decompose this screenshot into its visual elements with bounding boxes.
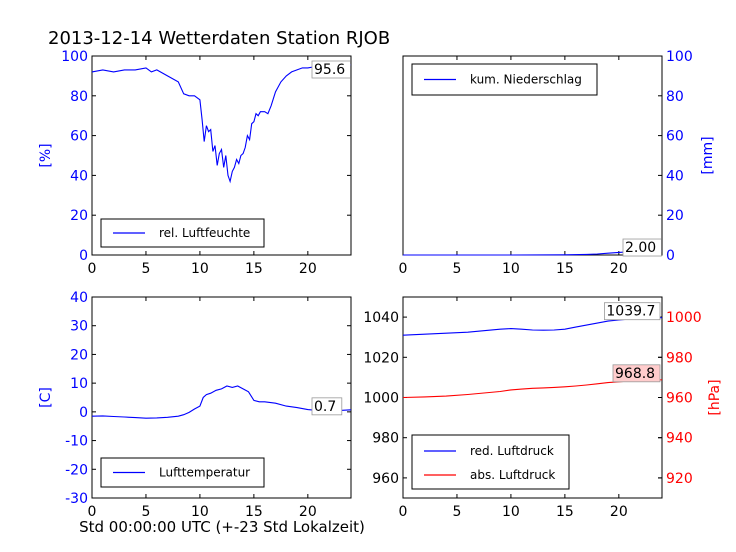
figure-title: 2013-12-14 Wetterdaten Station RJOB <box>48 28 390 49</box>
y-tick-label: 0 <box>79 405 88 421</box>
x-tick-label: 0 <box>88 261 97 277</box>
y-tick-label: 20 <box>70 347 88 363</box>
y-tick-label: 1040 <box>363 310 399 326</box>
value-annotation: 0.7 <box>314 399 336 415</box>
value-annotation: 95.6 <box>314 62 345 78</box>
figure-xlabel: Std 00:00:00 UTC (+-23 Std Lokalzeit) <box>79 518 365 536</box>
y-tick-label: 40 <box>70 290 88 306</box>
y-tick-label: 20 <box>70 208 88 224</box>
y-tick-label: -20 <box>65 462 88 478</box>
x-tick-label: 10 <box>191 504 209 520</box>
value-annotation-box <box>311 60 351 79</box>
x-tick-label: 5 <box>452 504 461 520</box>
x-tick-label: 15 <box>556 261 574 277</box>
series-line-pressure-0 <box>402 317 663 336</box>
y-tick-label: 1000 <box>363 391 399 407</box>
value-annotation-box <box>311 397 343 416</box>
value-annotation: 2.00 <box>625 240 656 256</box>
series-line-pressure-1 <box>402 379 663 399</box>
y-tick-label: 80 <box>70 89 88 105</box>
panel-precipitation: 0 5 10 15 20 0 20 40 60 80 100 [mm] kum. Niederschla… <box>399 49 716 277</box>
y-tick-label: 980 <box>372 431 399 447</box>
y-right-tick-label: 1000 <box>666 310 702 326</box>
x-tick-label: 0 <box>88 504 97 520</box>
legend-label: abs. Luftdruck <box>470 468 555 482</box>
y-tick-label: 80 <box>666 89 684 105</box>
x-tick-label: 10 <box>191 261 209 277</box>
y-right-tick-label: 960 <box>666 391 693 407</box>
x-tick-label: 15 <box>245 261 263 277</box>
x-tick-label: 20 <box>610 504 628 520</box>
x-tick-label: 0 <box>399 504 408 520</box>
y-tick-label: 0 <box>666 248 675 264</box>
legend-label: Lufttemperatur <box>159 466 250 480</box>
y-right-tick-label: 940 <box>666 431 693 447</box>
y-tick-label: 40 <box>70 168 88 184</box>
x-tick-label: 5 <box>141 504 150 520</box>
x-tick-label: 20 <box>299 261 317 277</box>
x-tick-label: 10 <box>502 261 520 277</box>
panel-pressure: 0 5 10 15 20 960 980 1000 1020 1040 920 940 960 980 10… <box>363 296 723 520</box>
y-tick-label: 960 <box>372 471 399 487</box>
axes-frame <box>91 296 352 499</box>
legend-label: red. Luftdruck <box>470 444 554 458</box>
y-right-axis-label: [hPa] <box>707 379 723 415</box>
y-tick-label: 100 <box>61 49 88 65</box>
y-tick-label: 1020 <box>363 350 399 366</box>
x-tick-label: 15 <box>245 504 263 520</box>
axes-frame <box>91 55 352 256</box>
y-tick-label: 0 <box>79 248 88 264</box>
legend-label: rel. Luftfeuchte <box>159 226 250 240</box>
y-axis-label: [mm] <box>700 136 716 174</box>
y-tick-label: 60 <box>666 129 684 145</box>
y-tick-label: 60 <box>70 129 88 145</box>
y-tick-label: 30 <box>70 319 88 335</box>
y-tick-label: 10 <box>70 376 88 392</box>
value-annotation-box <box>604 302 661 321</box>
y-tick-label: 40 <box>666 168 684 184</box>
y-right-tick-label: 980 <box>666 350 693 366</box>
series-line-temperature-0 <box>91 385 352 419</box>
x-tick-label: 5 <box>141 261 150 277</box>
y-tick-label: 20 <box>666 208 684 224</box>
legend-box <box>411 434 570 490</box>
value-annotation-box <box>612 364 661 383</box>
legend-label: kum. Niederschlag <box>470 73 582 87</box>
y-tick-label: -10 <box>65 434 88 450</box>
x-tick-label: 0 <box>399 261 408 277</box>
x-tick-label: 20 <box>610 261 628 277</box>
x-tick-label: 5 <box>452 261 461 277</box>
x-tick-label: 15 <box>556 504 574 520</box>
series-line-humidity-0 <box>91 63 351 184</box>
y-tick-label: 100 <box>666 49 693 65</box>
y-tick-label: -30 <box>65 491 88 507</box>
value-annotation: 1039.7 <box>606 304 655 320</box>
x-tick-label: 10 <box>502 504 520 520</box>
y-right-tick-label: 920 <box>666 471 693 487</box>
value-annotation: 968.8 <box>615 366 655 382</box>
panel-temperature: 0 5 10 15 20 -30 -20 -10 0 10 20 30 40 [C] Lufttempera… <box>38 290 352 520</box>
value-annotation-box <box>622 238 662 257</box>
x-tick-label: 20 <box>299 504 317 520</box>
y-axis-label: [%] <box>38 143 54 167</box>
panel-humidity: 0 5 10 15 20 0 20 40 60 80 100 [%] rel. Luftfeuchte 9… <box>38 49 352 277</box>
y-axis-label: [C] <box>38 387 54 408</box>
